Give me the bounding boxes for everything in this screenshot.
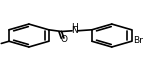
Text: N: N <box>71 26 78 35</box>
Text: H: H <box>71 23 78 32</box>
Text: O: O <box>61 35 68 44</box>
Text: Br: Br <box>133 36 143 45</box>
